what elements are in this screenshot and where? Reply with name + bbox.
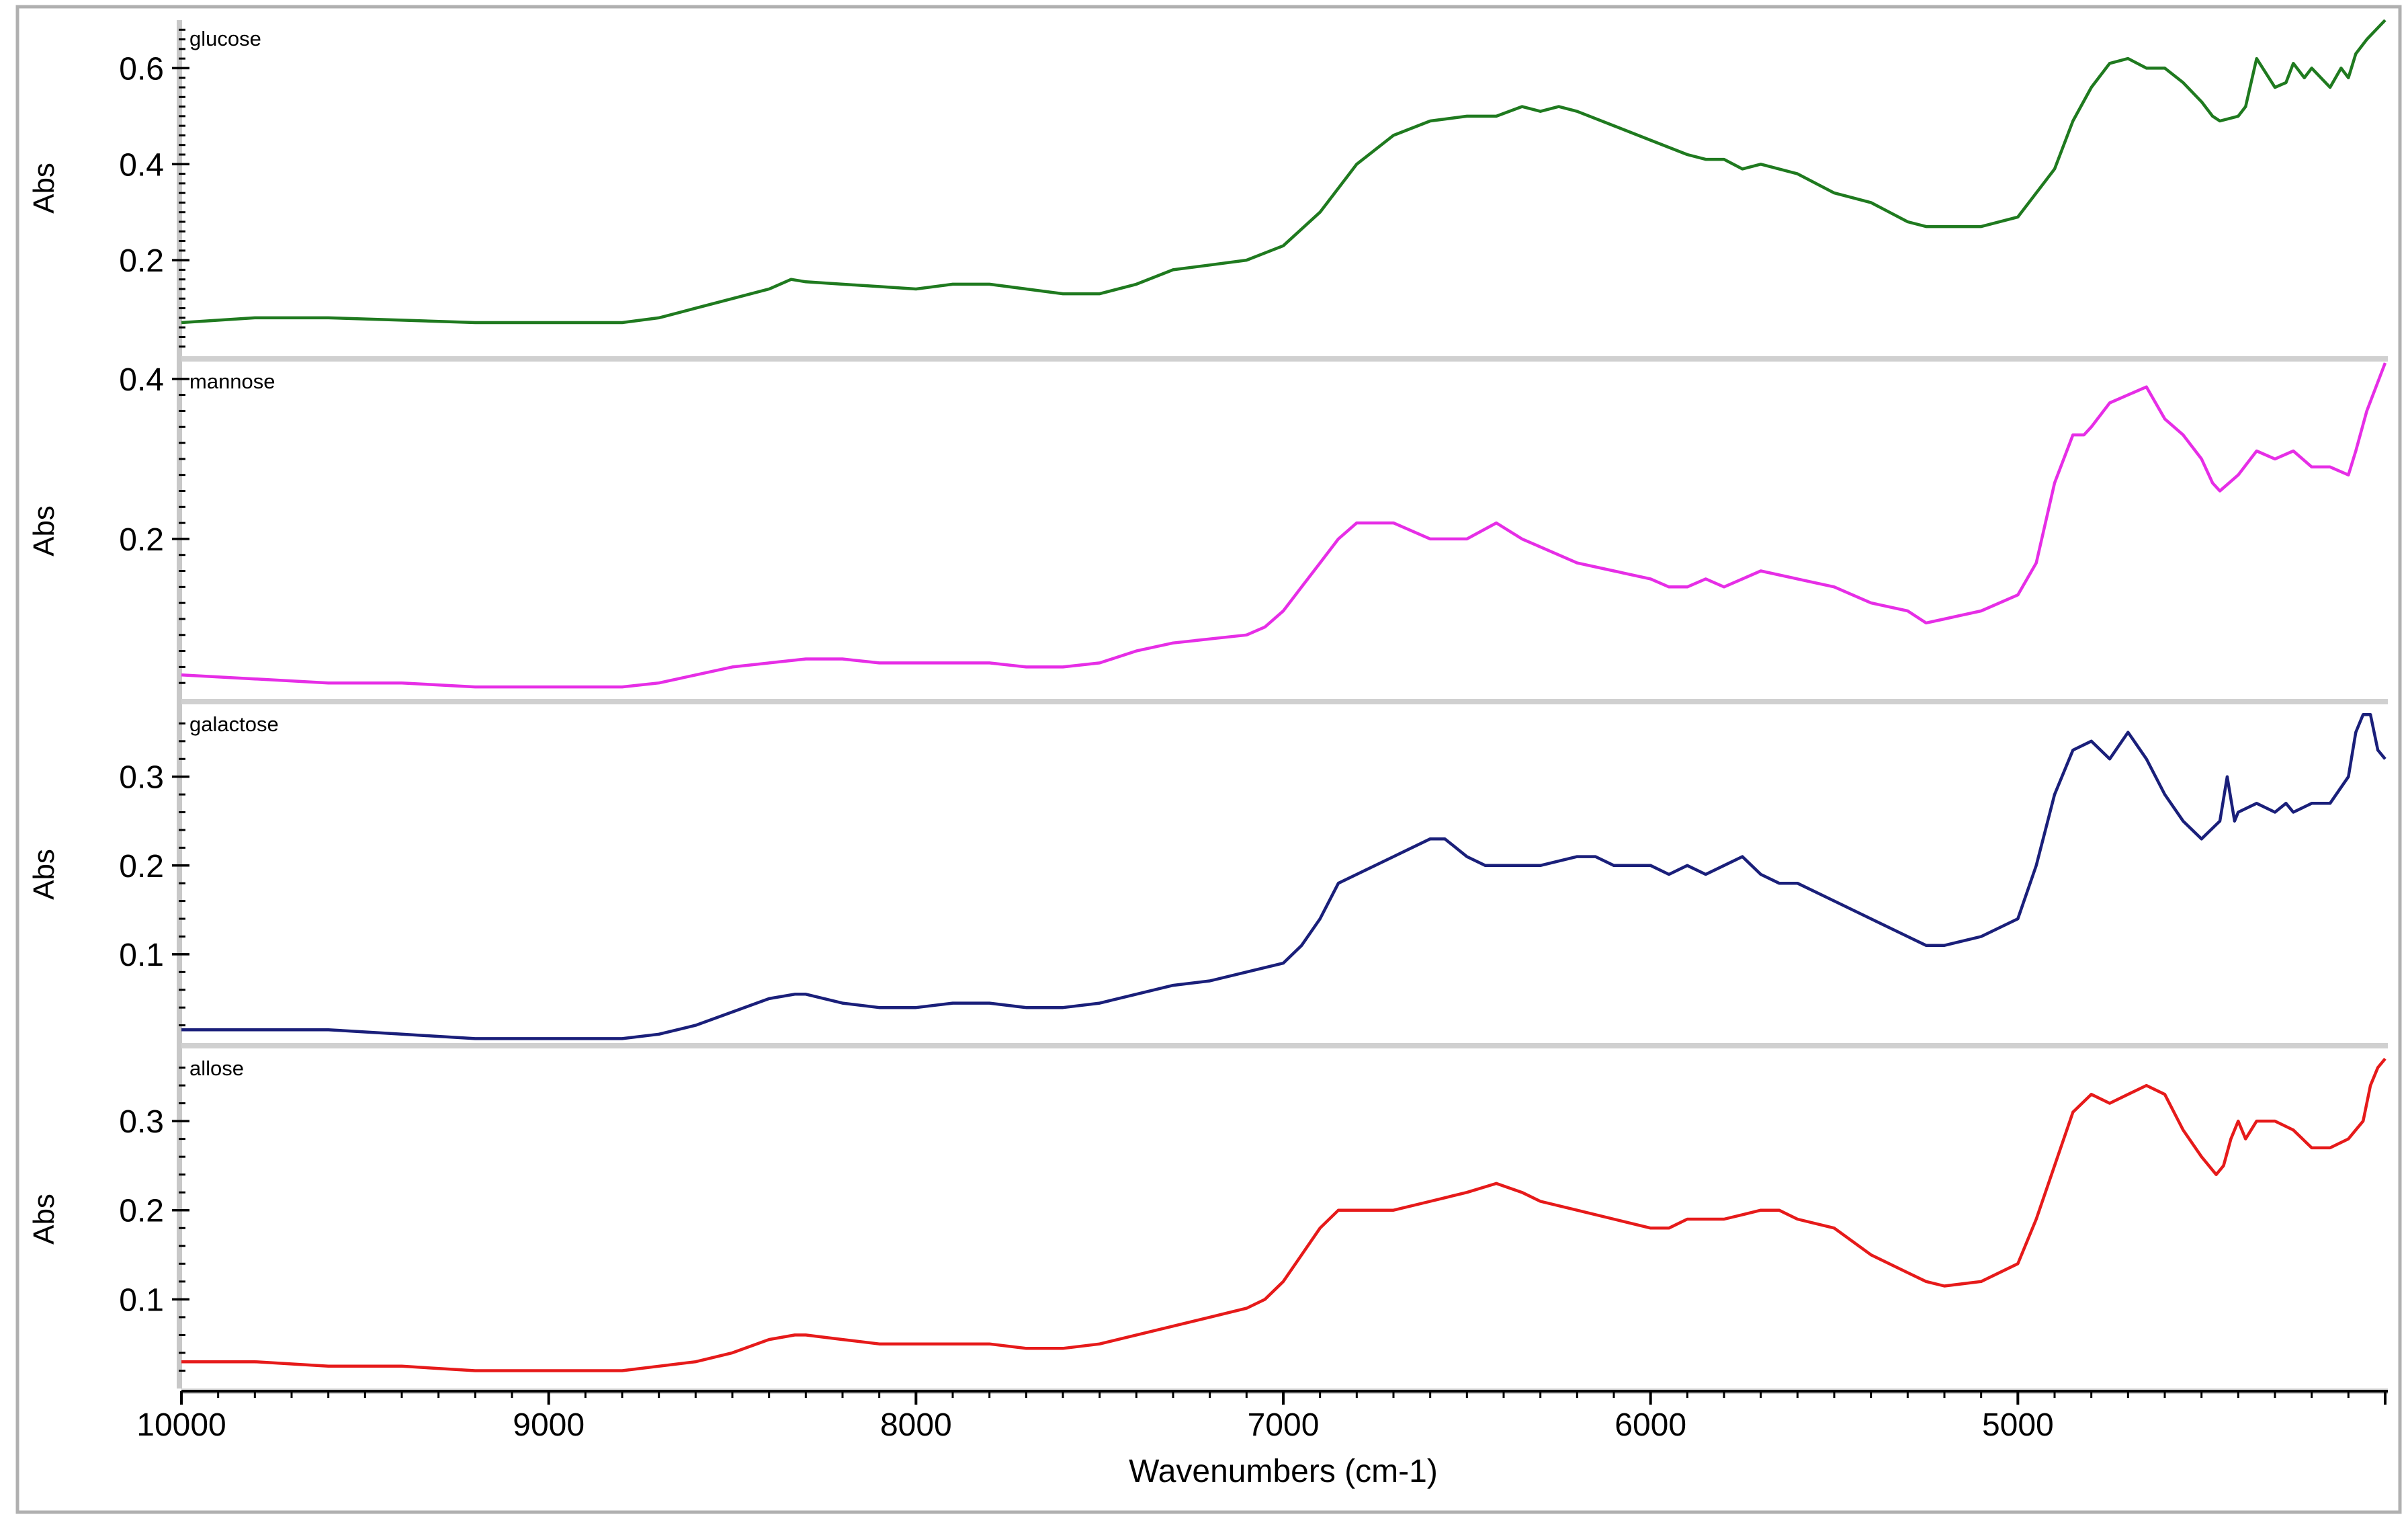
panels: 0.20.40.6Absglucose0.20.4Absmannose0.10.… <box>28 19 2388 1394</box>
series-line-mannose <box>181 362 2387 689</box>
chart-frame <box>15 5 2402 1514</box>
x-tick-label: 5000 <box>1982 1407 2054 1443</box>
series-line-galactose <box>181 712 2386 1040</box>
x-axis: 10000 9000 8000 7000 6000 5000 Wavenumbers (cm… <box>136 1390 2388 1489</box>
panel-separator <box>181 1043 2388 1048</box>
panel-separator <box>181 356 2388 362</box>
panel-separator <box>181 699 2388 704</box>
panel-allose: 0.1 0.2 0.3 Abs allose <box>28 1056 2388 1394</box>
panel-label: glucose <box>189 27 261 50</box>
series-line-allose <box>181 1057 2386 1372</box>
panel-mannose: 0.2 0.4 Abs mannose <box>28 362 2388 704</box>
panel-label: allose <box>189 1056 244 1080</box>
y-tick-label: 0.4 <box>119 147 164 183</box>
y-tick-label: 0.6 <box>119 51 164 87</box>
y-tick-label: 0.2 <box>119 243 164 279</box>
outer-border <box>15 5 2402 1514</box>
x-tick-label: 9000 <box>513 1407 585 1443</box>
left-spine <box>177 20 182 1389</box>
y-tick-label: 0.2 <box>119 522 164 558</box>
x-axis-label: Wavenumbers (cm-1) <box>1129 1454 1438 1489</box>
y-axis-label: Abs <box>28 163 60 214</box>
y-tick-label: 0.3 <box>119 760 164 796</box>
y-tick-label: 0.2 <box>119 1194 164 1229</box>
panel-label: galactose <box>189 712 279 736</box>
y-tick-label: 0.1 <box>119 938 164 973</box>
y-axis-label: Abs <box>28 505 60 556</box>
panel-label: mannose <box>189 370 275 393</box>
y-tick-label: 0.3 <box>119 1104 164 1140</box>
x-tick-label: 10000 <box>136 1407 226 1443</box>
x-tick-label: 8000 <box>880 1407 952 1443</box>
x-tick-label: 6000 <box>1615 1407 1686 1443</box>
y-axis-label: Abs <box>28 1194 60 1245</box>
y-tick-label: 0.2 <box>119 849 164 884</box>
y-tick-label: 0.4 <box>119 362 164 398</box>
x-tick-label: 7000 <box>1248 1407 1320 1443</box>
y-axis-label: Abs <box>28 849 60 900</box>
y-tick-label: 0.1 <box>119 1282 164 1318</box>
panel-galactose: 0.1 0.2 0.3 Abs galactose <box>28 712 2388 1048</box>
series-line-glucose <box>181 19 2386 325</box>
panel-glucose: 0.2 0.4 0.6 Abs glucose <box>28 19 2388 362</box>
